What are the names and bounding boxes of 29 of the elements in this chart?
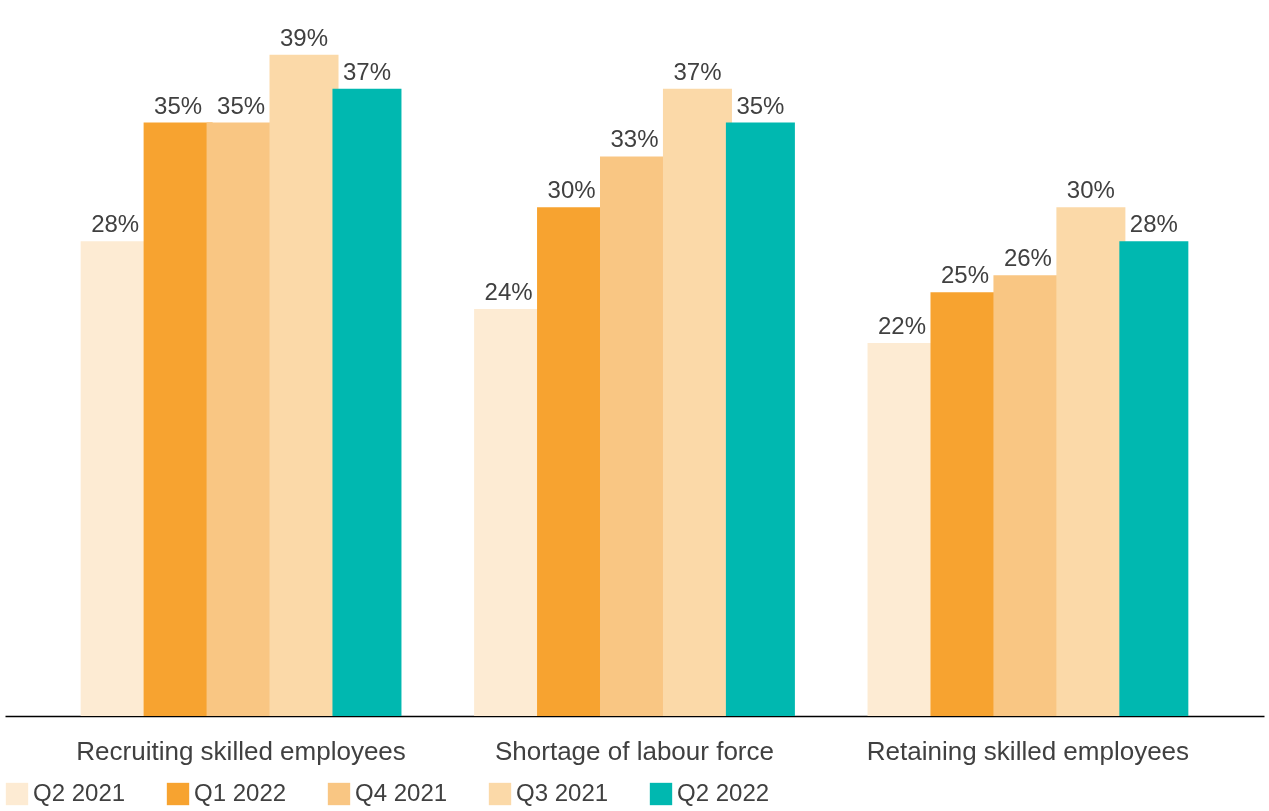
bar [269,54,339,716]
legend-label: Q4 2021 [355,779,448,806]
legend-label: Q2 2022 [677,779,770,806]
x-tick-label: Shortage of labour force [495,735,774,766]
data-label: 28% [91,210,140,238]
data-label: 25% [940,261,990,289]
data-label: 37% [673,57,722,85]
bar [1056,207,1126,716]
bar [725,122,795,716]
data-label: 37% [342,57,391,85]
data-label: 30% [547,176,596,204]
data-label: 35% [217,91,266,119]
legend-label: Q3 2021 [516,779,609,806]
data-label: 26% [1003,244,1052,272]
bar [1119,241,1189,716]
data-label: 35% [736,91,785,119]
bar [662,88,732,716]
data-label: 39% [279,23,329,51]
data-label: 33% [610,125,659,153]
bar [332,88,402,716]
data-label: 35% [154,91,203,119]
x-tick-label: Retaining skilled employees [866,735,1190,766]
data-label: 30% [1066,176,1115,204]
data-label: 22% [878,312,927,339]
legend-label: Q1 2022 [194,779,287,806]
legend-label: Q2 2021 [33,779,126,806]
x-tick-label: Recruiting skilled employees [76,735,406,766]
data-label: 28% [1129,210,1178,238]
data-label: 24% [484,278,533,306]
